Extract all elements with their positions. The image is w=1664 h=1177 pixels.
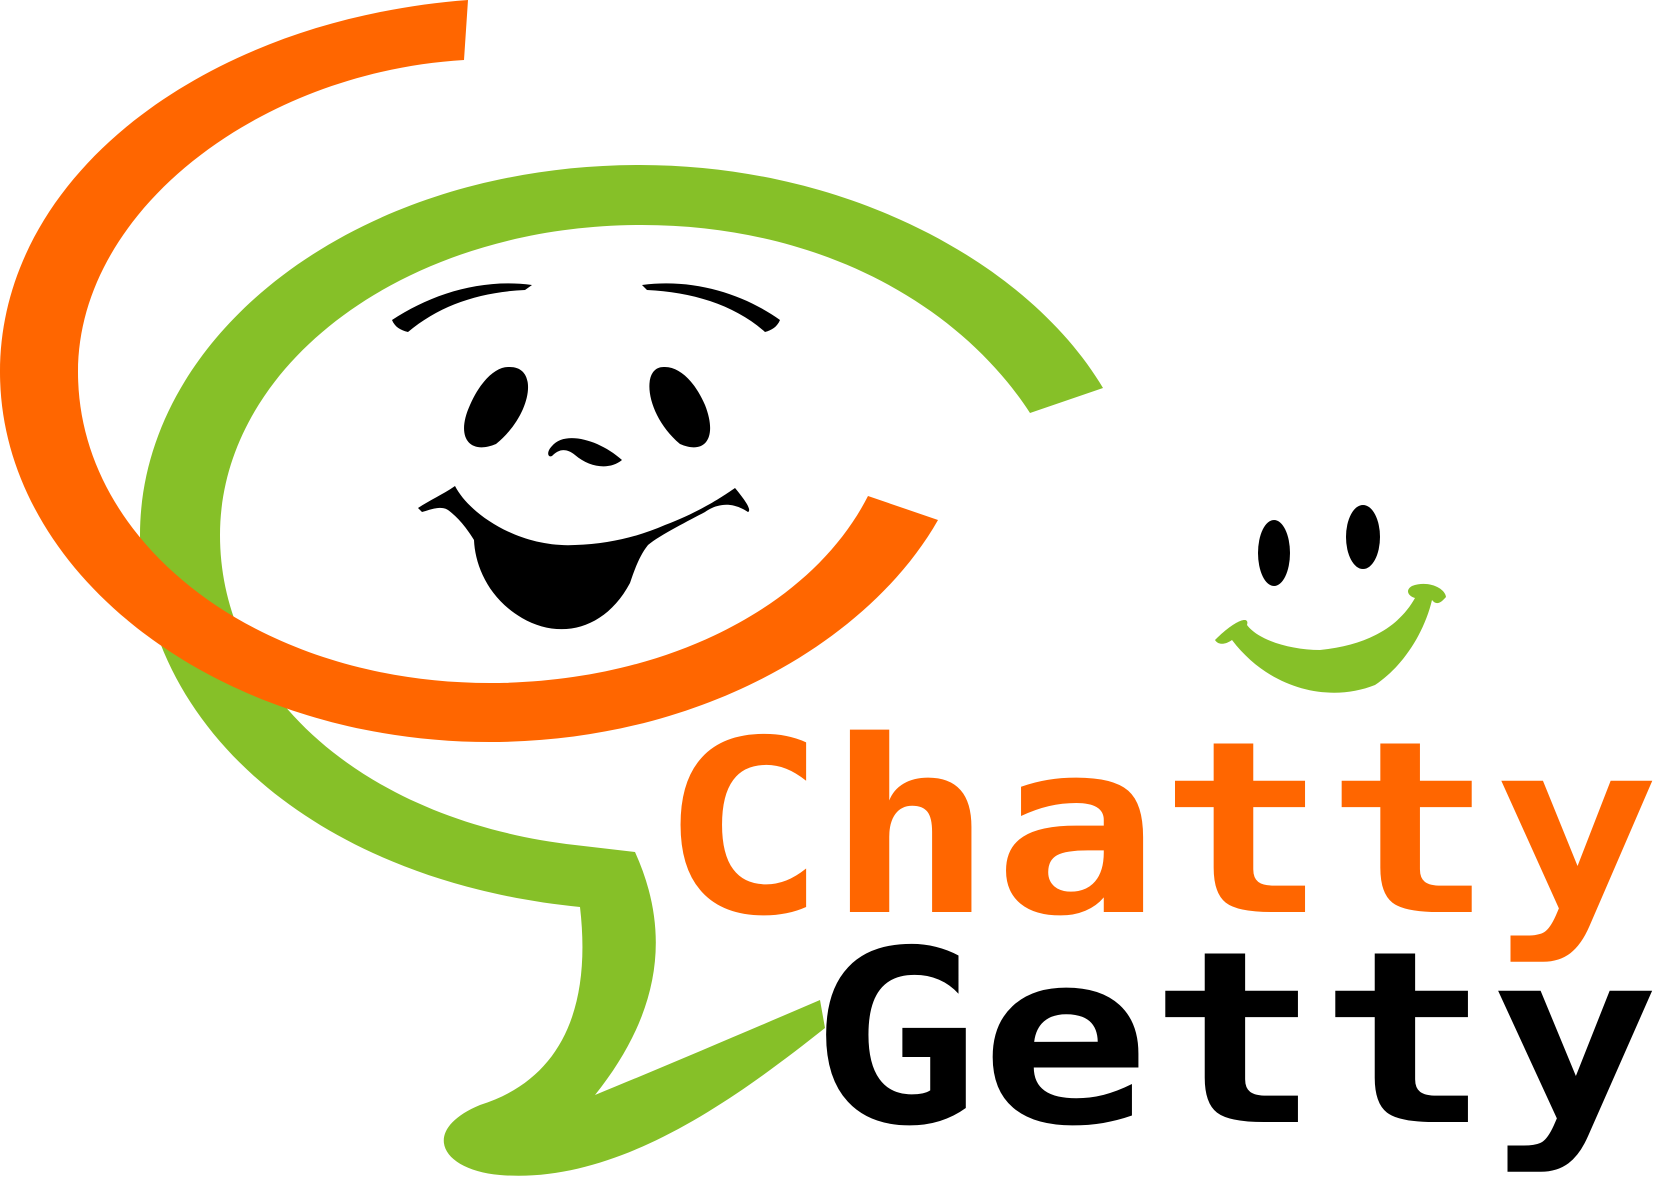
green-speech-bubble-icon [140,165,1103,1176]
logo-line2-getty: Getty [810,899,1660,1177]
logo-line1-chatty: Chatty [660,689,1660,969]
orange-swirl-icon [0,0,938,742]
logo-text-getty: Getty [810,899,1660,1177]
large-smiling-face-icon [392,283,780,630]
logo-text-chatty: Chatty [660,689,1660,969]
small-green-smiley-icon [1215,505,1446,693]
